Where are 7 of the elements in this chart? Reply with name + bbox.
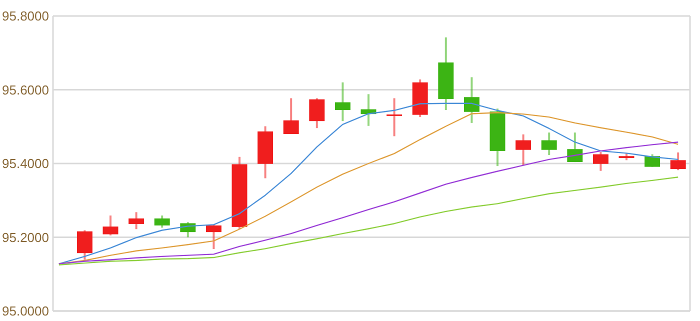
y-tick-label: 95.2000 — [2, 230, 49, 245]
line-series — [58, 176, 679, 266]
y-tick-label: 95.8000 — [2, 8, 49, 24]
y-tick-label: 95.6000 — [2, 82, 49, 98]
line-series — [58, 142, 679, 264]
y-tick-label: 95.0000 — [2, 304, 49, 319]
y-tick-label: 95.4000 — [2, 156, 49, 172]
